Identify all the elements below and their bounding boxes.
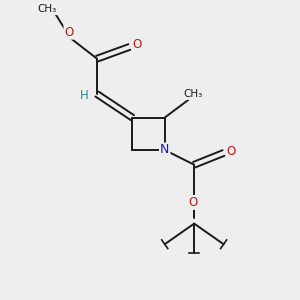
Text: O: O (226, 145, 236, 158)
Text: N: N (160, 143, 169, 157)
Text: H: H (80, 89, 89, 102)
Text: O: O (188, 196, 197, 209)
Text: CH₃: CH₃ (37, 4, 57, 14)
Text: O: O (64, 26, 74, 39)
Text: CH₃: CH₃ (183, 89, 202, 99)
Text: O: O (132, 38, 141, 50)
